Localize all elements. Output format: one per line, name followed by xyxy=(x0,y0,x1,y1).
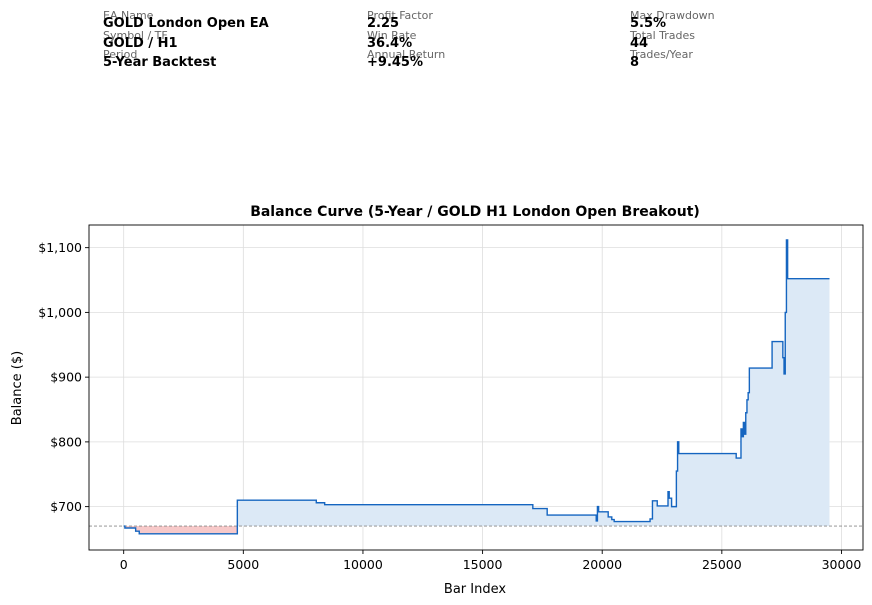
y-tick-label: $1,100 xyxy=(38,240,82,255)
x-tick-label: 25000 xyxy=(702,557,742,572)
x-tick-label: 0 xyxy=(120,557,128,572)
balance-area-loss xyxy=(123,526,830,534)
x-tick-label: 30000 xyxy=(822,557,862,572)
y-tick-label: $900 xyxy=(50,370,82,385)
stat-value: 2.25 xyxy=(367,16,400,31)
stat-value: 44 xyxy=(630,36,649,51)
x-axis-label: Bar Index xyxy=(444,582,506,597)
stat-label: Trades/Year xyxy=(630,48,693,61)
stat-label: Total Trades xyxy=(630,29,696,42)
x-tick-label: 15000 xyxy=(463,557,503,572)
stat-label: Profit Factor xyxy=(367,9,433,22)
stat-label: Annual Return xyxy=(367,48,446,61)
stat-value: GOLD / H1 xyxy=(103,36,178,51)
plot-frame xyxy=(88,224,864,551)
x-tick-label: 10000 xyxy=(343,557,383,572)
x-tick-label: 20000 xyxy=(582,557,622,572)
y-tick-label: $700 xyxy=(50,499,82,514)
plot-area xyxy=(89,239,863,535)
stat-value: 8 xyxy=(630,55,640,70)
y-tick-label: $1,000 xyxy=(38,305,82,320)
stat-value: 5-Year Backtest xyxy=(103,55,217,70)
stat-value: 5.5% xyxy=(630,16,667,31)
stat-label: Win Rate xyxy=(367,29,417,42)
stat-label: Symbol / TF xyxy=(103,29,168,42)
axes: 0 5000 10000 15000 20000 25000 30000 $700 $800 $9… xyxy=(38,224,864,572)
stat-label: EA Name xyxy=(103,9,154,22)
x-tick-label: 5000 xyxy=(227,557,259,572)
stat-value: GOLD London Open EA xyxy=(103,16,269,31)
y-tick-label: $800 xyxy=(50,434,82,449)
stat-value: 36.4% xyxy=(367,36,413,51)
stat-label: Max Drawdown xyxy=(630,9,715,22)
stat-value: +9.45% xyxy=(367,55,423,70)
chart-title: Balance Curve (5-Year / GOLD H1 London O… xyxy=(250,204,700,220)
balance-area-gain xyxy=(237,239,830,527)
stat-label: Period xyxy=(103,48,138,61)
balance-line xyxy=(123,239,830,535)
y-axis-label: Balance ($) xyxy=(10,351,25,425)
